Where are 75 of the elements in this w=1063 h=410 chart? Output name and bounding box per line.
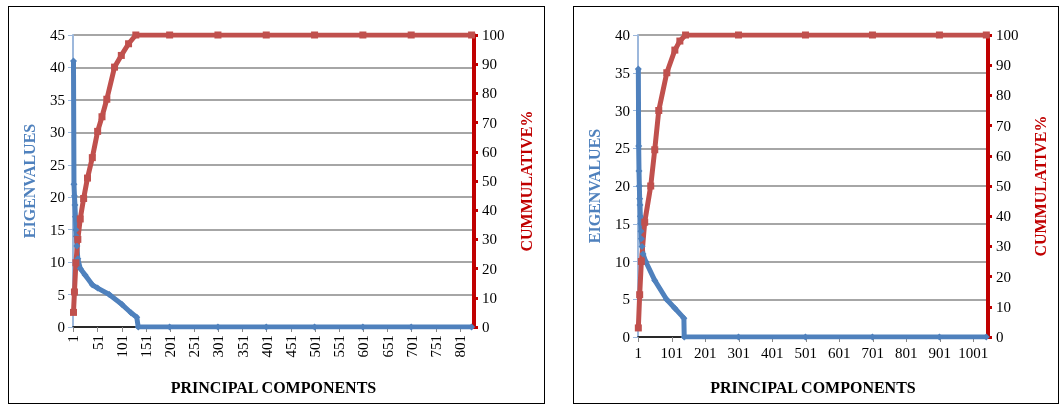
- x-tick-label: 801: [895, 344, 918, 361]
- y2-tick-label: 20: [996, 268, 1011, 285]
- y-axis-title: EIGENVALUES: [20, 123, 38, 239]
- y-tick-label: 5: [57, 286, 65, 303]
- y-tick-label: 0: [57, 319, 65, 335]
- x-tick-label: 551: [331, 335, 348, 358]
- x-tick-label: 401: [258, 335, 275, 358]
- y-tick-label: 35: [50, 91, 65, 108]
- y-tick-label: 10: [615, 253, 630, 270]
- y2-tick-label: 30: [482, 231, 497, 248]
- y-axis-title: EIGENVALUES: [585, 128, 603, 244]
- y2-tick-label: 60: [482, 143, 497, 160]
- x-tick-label: 351: [234, 335, 251, 358]
- y2-tick-label: 90: [482, 56, 497, 73]
- x-tick-label: 401: [761, 344, 784, 361]
- x-axis-title: PRINCIPAL COMPONENTS: [170, 378, 377, 396]
- y2-tick-label: 0: [482, 319, 490, 335]
- y-tick-label: 35: [615, 64, 630, 81]
- y2-tick-label: 40: [996, 208, 1011, 225]
- x-tick-label: 451: [282, 335, 299, 358]
- x-tick-label: 1: [634, 344, 643, 361]
- y-tick-label: 45: [50, 27, 65, 43]
- y2-tick-label: 30: [996, 238, 1011, 255]
- x-tick-label: 801: [451, 335, 468, 358]
- y2-tick-label: 60: [996, 147, 1011, 164]
- x-tick-label: 301: [210, 335, 227, 358]
- y2-axis-title: CUMMULATIVE%: [1031, 115, 1049, 257]
- y-tick-label: 25: [50, 156, 65, 173]
- y-tick-label: 20: [615, 178, 630, 194]
- x-tick-label: 701: [861, 344, 885, 361]
- x-tick-label: 501: [307, 335, 324, 358]
- x-tick-label: 201: [694, 344, 717, 361]
- y-tick-label: 40: [615, 27, 630, 43]
- y2-tick-label: 50: [996, 178, 1011, 194]
- x-tick-label: 601: [355, 335, 372, 358]
- y-tick-label: 30: [615, 102, 630, 119]
- y2-tick-label: 0: [996, 329, 1004, 345]
- x-tick-label: 1001: [958, 344, 989, 361]
- y2-tick-label: 90: [996, 57, 1011, 74]
- y2-tick-label: 10: [996, 298, 1011, 315]
- y2-tick-label: 80: [482, 85, 497, 102]
- y-tick-label: 15: [50, 221, 65, 238]
- y-tick-label: 30: [50, 124, 65, 141]
- x-tick-label: 751: [427, 335, 444, 358]
- y-tick-label: 10: [50, 254, 65, 271]
- x-tick-label: 101: [660, 344, 684, 361]
- y-tick-label: 0: [622, 329, 630, 345]
- y2-tick-label: 20: [482, 260, 497, 277]
- y-tick-label: 15: [615, 215, 630, 232]
- x-tick-label: 1: [65, 335, 82, 343]
- y-tick-label: 40: [50, 59, 65, 76]
- y-tick-label: 20: [50, 189, 65, 206]
- y2-tick-label: 70: [996, 117, 1011, 134]
- y2-axis-title: CUMMULATIVE%: [517, 110, 535, 252]
- y2-tick-label: 100: [996, 27, 1019, 43]
- y2-tick-label: 80: [996, 87, 1011, 104]
- y2-tick-label: 10: [482, 289, 497, 306]
- x-tick-label: 301: [727, 344, 751, 361]
- x-tick-label: 701: [403, 335, 420, 358]
- x-tick-label: 601: [828, 344, 851, 361]
- y2-tick-label: 50: [482, 173, 497, 189]
- y-tick-label: 5: [622, 291, 630, 308]
- x-tick-label: 651: [379, 335, 396, 358]
- y2-tick-label: 40: [482, 202, 497, 219]
- x-tick-label: 151: [137, 335, 154, 358]
- x-tick-label: 201: [162, 335, 179, 358]
- x-tick-label: 51: [89, 335, 106, 350]
- x-axis-title: PRINCIPAL COMPONENTS: [710, 378, 916, 396]
- y2-tick-label: 70: [482, 114, 497, 131]
- y2-tick-label: 100: [482, 27, 505, 43]
- x-tick-label: 501: [794, 344, 818, 361]
- x-tick-label: 251: [186, 335, 203, 358]
- y-tick-label: 25: [615, 140, 630, 157]
- x-tick-label: 101: [113, 335, 130, 358]
- x-tick-label: 901: [928, 344, 952, 361]
